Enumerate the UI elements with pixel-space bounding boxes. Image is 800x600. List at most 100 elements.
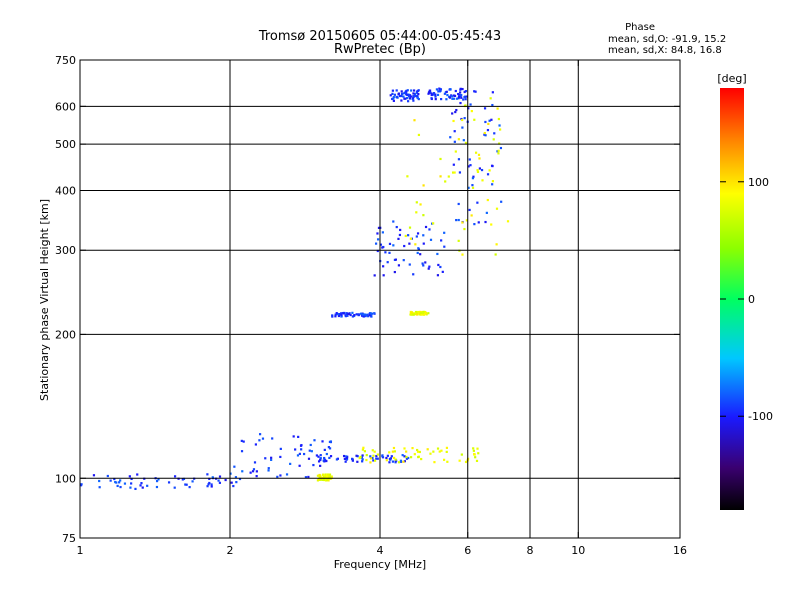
data-point [467,165,470,168]
x-tick-label: 2 [227,544,234,557]
data-point [403,244,406,248]
data-point [315,454,318,457]
data-point [364,314,367,317]
data-point [416,95,419,98]
data-point [430,92,433,95]
data-point [358,456,361,460]
data-point [397,237,400,240]
data-point [451,97,454,100]
y-tick-label: 500 [55,138,76,151]
data-point [382,245,385,249]
data-point [421,312,425,315]
data-point [437,90,440,93]
data-point [327,479,330,482]
data-point [235,481,238,484]
data-point [436,93,440,96]
data-point [473,452,476,456]
data-point [113,477,116,481]
data-point [328,456,331,460]
data-point [318,474,321,477]
data-point [395,225,398,229]
data-point [472,447,475,450]
data-point [390,455,393,458]
data-point [386,454,389,457]
data-point [129,486,132,489]
data-point [294,448,297,451]
data-point [443,92,446,95]
data-point [373,450,376,453]
data-point [476,169,479,172]
data-point [459,101,462,105]
data-point [474,151,478,154]
data-point [478,157,481,160]
data-point [464,90,467,93]
data-point [484,134,487,137]
data-point [361,458,364,461]
data-point [417,247,420,250]
data-point [173,475,177,478]
data-point [367,315,370,318]
data-point [430,97,433,100]
data-point [437,263,440,267]
data-point [270,458,273,461]
data-point [382,265,385,268]
data-point [506,220,510,223]
data-point [432,222,435,225]
data-point [406,89,409,92]
data-point [417,98,420,101]
data-point [393,93,396,96]
data-point [298,452,301,455]
data-point [491,103,494,107]
data-point [391,97,394,101]
data-point [415,201,418,204]
data-point [394,258,398,261]
data-point [463,90,466,94]
data-point [391,89,394,92]
data-point [395,89,398,92]
data-point [408,94,412,97]
data-point [207,483,210,486]
data-point [391,450,394,453]
data-point [471,184,474,187]
data-point [420,311,423,314]
data-point [409,456,413,459]
data-point [261,437,265,440]
y-axis-label: Stationary phase Virtual Height [km] [38,199,51,401]
data-point [406,96,409,100]
data-point [414,243,417,246]
data-point [467,107,470,110]
data-point [453,171,456,174]
data-point [422,234,425,237]
data-point [451,112,454,115]
data-point [433,461,436,464]
data-point [319,464,322,467]
data-point [436,252,439,256]
data-point [123,482,127,485]
data-point [463,96,466,99]
data-point [130,482,133,485]
data-point [323,448,326,451]
data-point [119,479,122,482]
data-point [279,474,282,477]
data-point [456,97,459,100]
data-point [206,473,209,476]
data-point [473,223,476,226]
x-tick-label: 4 [377,544,384,557]
data-point [443,231,446,234]
data-point [370,315,373,318]
data-point [324,477,328,480]
data-point [388,251,391,254]
data-point [464,98,467,101]
data-point [279,447,282,450]
data-point [258,439,261,442]
data-point [421,262,424,265]
data-point [316,474,320,477]
data-point [398,94,402,98]
data-point [460,94,463,97]
data-point [416,96,419,100]
data-point [410,89,413,92]
data-point [398,233,402,237]
data-point [361,454,364,457]
data-point [459,91,462,94]
